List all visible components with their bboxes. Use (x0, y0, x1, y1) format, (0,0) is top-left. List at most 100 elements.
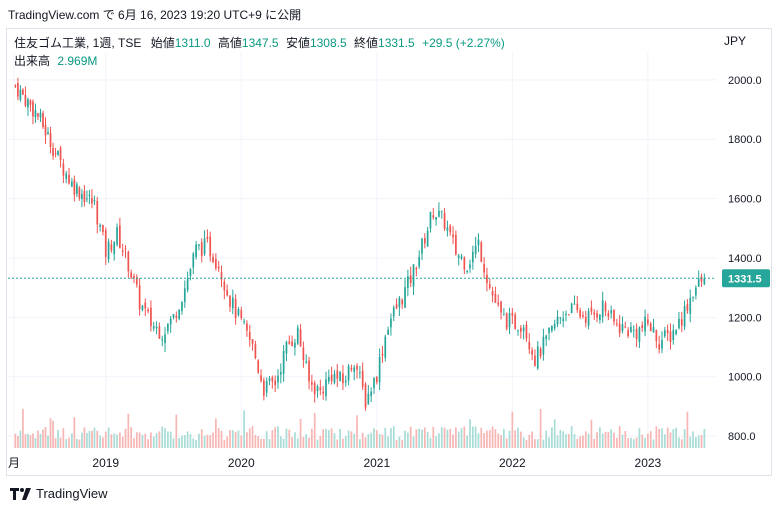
volume-bar (119, 432, 121, 448)
candle-up (237, 309, 240, 316)
candle-down (234, 298, 237, 319)
candle-up (426, 230, 429, 247)
candle-down (127, 251, 130, 272)
candle-up (183, 288, 186, 302)
candle-down (209, 236, 212, 257)
volume-bar (319, 435, 322, 448)
candle-down (274, 380, 277, 386)
volume-bar (54, 438, 57, 448)
price-tick-label: 1600.0 (728, 194, 762, 206)
volume-bar (415, 429, 418, 448)
volume-bar (169, 431, 172, 448)
candle-up (644, 316, 646, 332)
candle-down (158, 326, 161, 339)
candle-up (542, 336, 545, 355)
change-value: +29.5 (+2.27%) (422, 36, 505, 50)
volume-bar (576, 439, 579, 448)
candle-up (27, 99, 29, 108)
candle-up (398, 297, 401, 308)
candle-down (52, 147, 54, 156)
volume-bar (460, 428, 463, 448)
volume-bar (113, 433, 116, 448)
volume-bar (692, 431, 694, 448)
volume-bar (658, 428, 661, 448)
volume-bar (350, 431, 353, 448)
volume-bar (192, 438, 195, 448)
volume-bar (449, 428, 452, 448)
volume-bar (333, 433, 336, 448)
volume-bar (237, 430, 240, 448)
volume-bar (446, 429, 449, 448)
volume-bar (596, 432, 598, 448)
candle-up (169, 318, 172, 325)
candle-down (486, 274, 488, 284)
candle-down (655, 330, 658, 342)
price-tick-label: 1000.0 (728, 372, 762, 384)
candle-down (24, 94, 27, 106)
candle-up (279, 372, 282, 375)
candle-up (76, 184, 78, 194)
candle-down (291, 341, 293, 347)
volume-bar (251, 426, 254, 448)
candle-down (500, 301, 502, 313)
chart-panel[interactable] (6, 28, 772, 476)
candle-up (390, 318, 392, 328)
candle-up (565, 313, 567, 316)
volume-bar (455, 427, 457, 448)
volume-bar (548, 437, 550, 448)
candle-up (231, 297, 234, 309)
volume-bar (288, 429, 291, 448)
volume-bar (152, 436, 155, 448)
candle-down (200, 242, 203, 257)
ohlc-legend: 住友ゴム工業, 1週, TSE 始値1311.0 高値1347.5 安値1308… (14, 34, 505, 51)
candle-down (423, 238, 426, 244)
volume-bar (189, 434, 192, 448)
volume-bar (195, 439, 197, 448)
candle-down (590, 307, 593, 312)
candle-up (440, 210, 443, 212)
candle-down (491, 290, 494, 296)
candle-up (305, 361, 308, 364)
candle-down (240, 310, 243, 319)
volume-bar (539, 408, 542, 448)
volume-bar (59, 437, 62, 448)
candle-down (217, 266, 220, 269)
candle-up (268, 378, 271, 381)
candle-up (545, 335, 548, 340)
volume-bar (147, 439, 149, 448)
candle-up (243, 321, 245, 323)
volume-bar (528, 434, 531, 448)
volume-bar (311, 428, 313, 448)
volume-bar (268, 439, 271, 448)
volume-bar (279, 436, 282, 448)
footer-brand[interactable]: TradingView (10, 486, 108, 501)
volume-bar (39, 433, 42, 448)
volume-bar (618, 426, 621, 448)
price-tick-label: 1800.0 (728, 134, 762, 146)
volume-bar (590, 419, 593, 448)
volume-bar (44, 427, 47, 448)
candle-down (299, 329, 302, 347)
volume-bar (579, 436, 581, 448)
candle-down (514, 314, 517, 329)
candle-down (311, 381, 313, 385)
candle-down (336, 370, 339, 379)
volume-bar (49, 418, 52, 448)
candle-down (635, 328, 638, 339)
tradingview-logo-icon (10, 487, 32, 500)
volume-bar (240, 435, 243, 448)
volume-bar (71, 433, 73, 448)
volume-bar (330, 428, 333, 448)
candle-down (579, 310, 581, 317)
candle-up (407, 276, 409, 289)
volume-bar (342, 438, 344, 448)
volume-bar (426, 431, 429, 448)
volume-bar (164, 428, 166, 448)
volume-bar (200, 429, 203, 448)
candle-down (32, 101, 34, 117)
candle-up (695, 287, 697, 296)
volume-bar (68, 437, 70, 448)
volume-bar (308, 437, 310, 448)
volume-bar (621, 434, 624, 448)
